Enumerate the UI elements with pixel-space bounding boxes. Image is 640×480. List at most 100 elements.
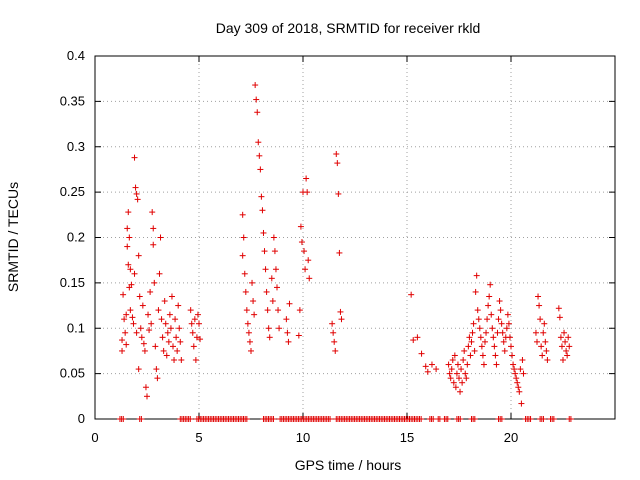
data-point: [124, 225, 131, 232]
data-point: [155, 307, 162, 314]
data-point: [517, 366, 524, 373]
zero-level-point: [243, 416, 250, 422]
data-point: [557, 334, 564, 341]
data-point: [466, 334, 473, 341]
data-point: [535, 293, 542, 300]
data-point: [544, 357, 551, 364]
data-point: [259, 207, 266, 214]
zero-level-point: [444, 416, 451, 422]
data-point: [268, 275, 275, 282]
data-point: [167, 325, 174, 332]
zero-level-point: [527, 416, 534, 422]
data-point: [486, 293, 493, 300]
data-point: [141, 347, 148, 354]
data-point: [514, 379, 521, 386]
data-point: [408, 291, 415, 298]
y-tick-label: 0.2: [67, 230, 85, 245]
data-point: [538, 343, 545, 350]
data-point: [284, 329, 291, 336]
data-point: [476, 325, 483, 332]
data-point: [152, 343, 159, 350]
data-point: [254, 109, 261, 116]
x-axis-label: GPS time / hours: [295, 457, 402, 473]
data-point: [465, 343, 472, 350]
data-point: [158, 316, 165, 323]
data-point: [262, 266, 269, 273]
data-point: [130, 320, 137, 327]
data-point: [138, 334, 145, 341]
grid-layer: [94, 55, 615, 420]
data-point: [462, 370, 469, 377]
data-point: [174, 347, 181, 354]
data-point: [173, 334, 180, 341]
data-point: [165, 338, 172, 345]
data-point: [154, 375, 161, 382]
data-point: [136, 293, 143, 300]
data-point: [451, 352, 458, 359]
data-point: [450, 379, 457, 386]
data-point: [286, 300, 293, 307]
data-point: [335, 190, 342, 197]
data-point: [144, 393, 150, 400]
data-point: [128, 281, 135, 288]
data-point: [541, 320, 548, 327]
data-point: [338, 316, 345, 323]
data-point: [410, 337, 417, 344]
data-point: [133, 329, 140, 336]
data-point: [177, 338, 184, 345]
data-point: [239, 252, 246, 259]
data-point: [140, 340, 147, 347]
data-point: [253, 96, 260, 103]
data-point: [256, 152, 263, 159]
data-point: [150, 225, 157, 232]
data-point: [194, 311, 201, 318]
data-point: [555, 305, 562, 312]
x-tick-label: 20: [504, 430, 518, 445]
data-point: [447, 375, 454, 382]
data-point: [485, 302, 492, 309]
data-point: [498, 320, 505, 327]
data-point: [477, 334, 484, 341]
data-point: [283, 316, 290, 323]
data-point: [536, 302, 543, 309]
data-point: [445, 361, 452, 368]
data-point: [243, 307, 250, 314]
data-point: [249, 279, 256, 286]
data-point: [561, 329, 568, 336]
data-point: [302, 266, 309, 273]
data-point: [566, 343, 573, 350]
data-point: [119, 347, 126, 354]
data-point: [146, 327, 153, 334]
data-point: [134, 196, 141, 203]
data-point: [331, 338, 338, 345]
data-point: [255, 139, 262, 146]
data-point: [539, 352, 546, 359]
data-point: [483, 329, 490, 336]
data-point: [457, 388, 464, 395]
data-point: [251, 311, 258, 318]
y-tick-label: 0.15: [60, 275, 85, 290]
zero-level-point: [550, 416, 557, 422]
data-point: [516, 388, 523, 395]
data-point: [492, 352, 499, 359]
data-point: [119, 337, 126, 344]
data-point: [248, 347, 254, 354]
x-tick-label: 5: [195, 430, 202, 445]
data-point: [493, 361, 500, 368]
data-point: [448, 366, 455, 373]
zero-level-point: [471, 416, 478, 422]
data-point: [480, 361, 487, 368]
data-point: [460, 357, 467, 364]
data-point: [489, 325, 496, 332]
data-point: [157, 234, 164, 241]
point-layer: [116, 82, 574, 422]
data-point: [265, 325, 272, 332]
data-point: [565, 334, 572, 341]
data-point: [330, 329, 337, 336]
data-point: [563, 347, 570, 354]
data-point: [261, 248, 268, 255]
y-tick-label: 0.25: [60, 184, 85, 199]
data-point: [298, 239, 305, 246]
data-point: [494, 329, 501, 336]
